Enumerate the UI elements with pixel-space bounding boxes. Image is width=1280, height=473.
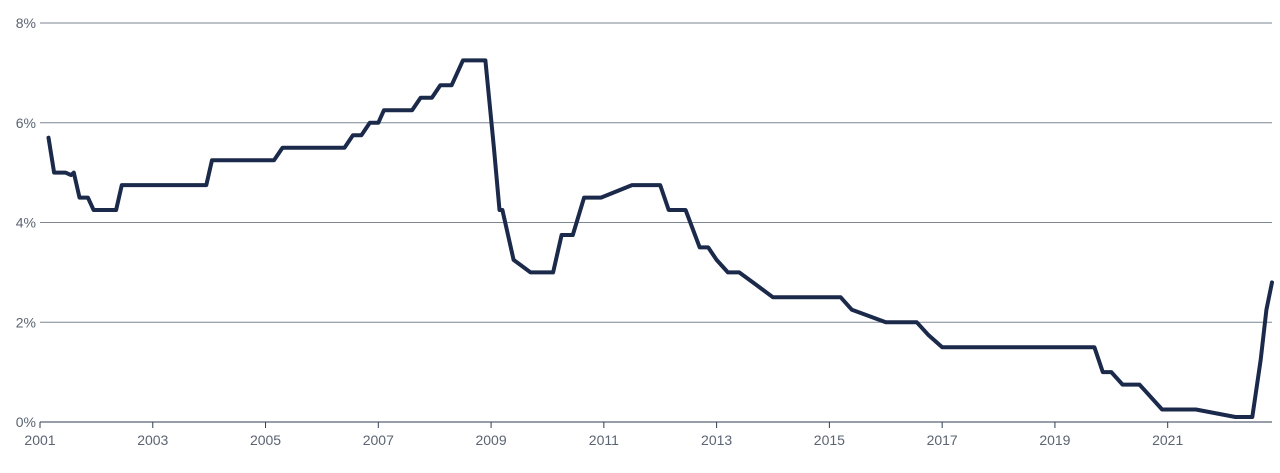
gridlines	[40, 22, 1272, 323]
x-tick-label: 2001	[24, 432, 55, 448]
x-tick-label: 2007	[363, 432, 394, 448]
x-tick-label: 2011	[589, 432, 619, 448]
x-tick-label: 2009	[475, 432, 506, 448]
series-line-1	[46, 58, 1274, 419]
y-tick-label: 0%	[16, 414, 36, 430]
y-axis-tick-labels: 0% 2% 4% 6% 8%	[16, 15, 36, 430]
y-tick-label: 6%	[16, 115, 36, 131]
y-tick-label: 8%	[16, 15, 36, 31]
y-tick-label: 4%	[16, 215, 36, 231]
x-axis-tick-labels: 2001 2003 2005 2007 2009 2011 2013 2015 2017 2019…	[24, 432, 1183, 448]
x-axis	[39, 421, 1272, 428]
x-tick-label: 2005	[250, 432, 281, 448]
y-tick-label: 2%	[16, 314, 36, 330]
x-tick-label: 2017	[927, 432, 958, 448]
series-layer	[46, 58, 1274, 419]
x-tick-label: 2003	[137, 432, 168, 448]
x-tick-label: 2019	[1039, 432, 1070, 448]
x-tick-label: 2013	[701, 432, 732, 448]
x-tick-label: 2021	[1152, 432, 1183, 448]
x-tick-label: 2015	[814, 432, 845, 448]
